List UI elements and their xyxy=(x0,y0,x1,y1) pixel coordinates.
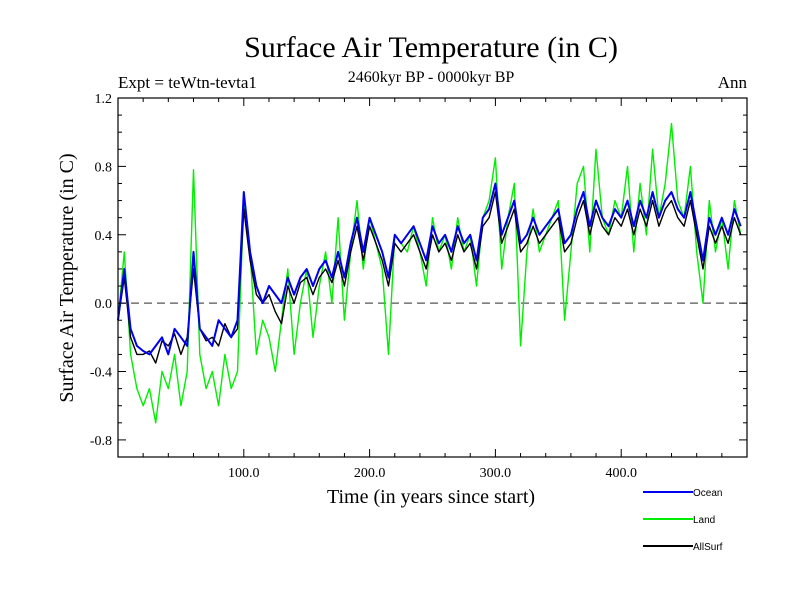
legend-label-land: Land xyxy=(693,515,715,526)
y-tick-label: 0.0 xyxy=(95,297,113,312)
plot-area: -0.8 -0.4 0.0 0.4 0.8 1.2 100.0 200.0 300.0 400.0 xyxy=(90,92,748,481)
x-tick-label: 400.0 xyxy=(605,466,637,481)
series-line-ocean xyxy=(117,182,742,356)
x-tick-label: 100.0 xyxy=(228,466,260,481)
series-line-allsurf xyxy=(117,191,742,364)
series-line-land xyxy=(117,122,742,424)
y-axis-title: Surface Air Temperature (in C) xyxy=(56,153,78,402)
chart-title: Surface Air Temperature (in C) xyxy=(244,31,618,64)
legend-label-allsurf: AllSurf xyxy=(693,542,723,553)
x-tick-label: 300.0 xyxy=(480,466,512,481)
y-tick-label: 0.8 xyxy=(95,160,113,175)
legend-label-ocean: Ocean xyxy=(693,488,722,499)
x-tick-label: 200.0 xyxy=(354,466,386,481)
chart-subtitle: 2460kyr BP - 0000kyr BP xyxy=(348,69,515,86)
plot-frame xyxy=(117,97,748,458)
y-tick-label: -0.4 xyxy=(90,366,112,381)
y-tick-label: 1.2 xyxy=(95,92,113,107)
legend: Ocean Land AllSurf xyxy=(643,488,723,553)
period-label: Ann xyxy=(718,73,748,92)
y-tick-label: 0.4 xyxy=(95,229,113,244)
y-tick-label: -0.8 xyxy=(90,434,112,449)
expt-label: Expt = teWtn-tevta1 xyxy=(118,73,257,92)
x-axis-title: Time (in years since start) xyxy=(327,486,535,508)
